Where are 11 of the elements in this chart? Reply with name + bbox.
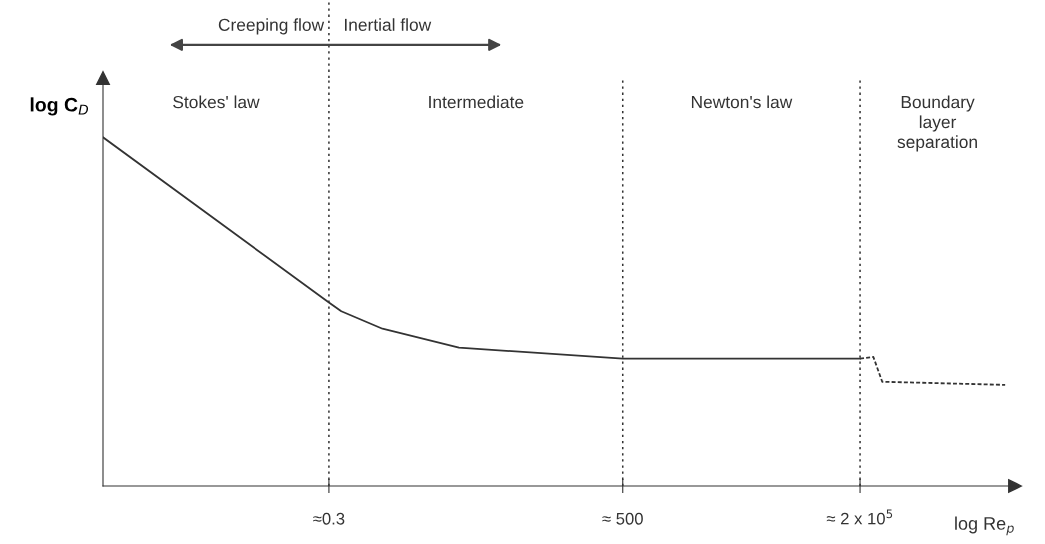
text: Intermediate xyxy=(429,95,524,109)
text: Creeping flow xyxy=(218,18,325,35)
text: Newton's law xyxy=(691,95,793,109)
text: Stokes' law xyxy=(173,95,260,109)
text: Inertial flow xyxy=(344,18,432,31)
x-tick-label: ≈ 2 x 10$^{5}$ xyxy=(826,509,893,525)
x-axis-title: log Re$_{p}$ xyxy=(955,516,1014,536)
y-axis-title: log C$_{D}$ xyxy=(30,97,89,116)
annotation: Boundary layer separation xyxy=(897,95,977,152)
x-tick-label: ≈0.3 xyxy=(313,512,345,525)
x-tick-label: ≈ 500 xyxy=(602,512,643,525)
